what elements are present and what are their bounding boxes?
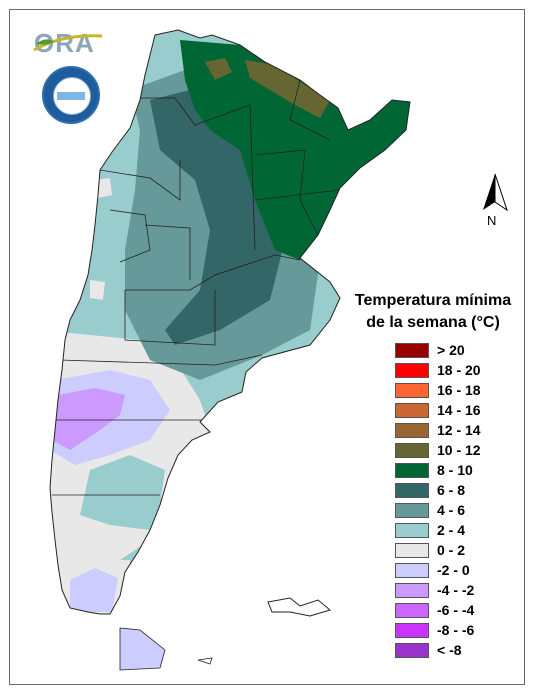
legend-label: -8 - -6: [437, 622, 475, 638]
logo-swoosh-icon: [33, 34, 103, 52]
zone-10-12: [245, 60, 330, 118]
malvinas-islands: [267, 597, 332, 617]
legend-item: -2 - 0: [395, 560, 481, 580]
legend-swatch: [395, 422, 429, 438]
legend-item: -8 - -6: [395, 620, 481, 640]
legend-swatch: [395, 642, 429, 658]
legend-swatch: [395, 382, 429, 398]
legend-label: 2 - 4: [437, 522, 466, 538]
legend-swatch: [395, 502, 429, 518]
legend-item: 2 - 4: [395, 520, 481, 540]
legend-swatch: [395, 542, 429, 558]
legend-swatch: [395, 402, 429, 418]
legend-label: 6 - 8: [437, 482, 466, 498]
legend-label: -4 - -2: [437, 582, 475, 598]
legend-swatch: [395, 522, 429, 538]
legend-swatch: [395, 582, 429, 598]
legend-label: 4 - 6: [437, 502, 466, 518]
institutional-seal-icon: [42, 66, 100, 124]
legend-label: 16 - 18: [437, 382, 481, 398]
seal-band: [57, 92, 85, 100]
legend-swatch: [395, 622, 429, 638]
legend-label: -2 - 0: [437, 562, 470, 578]
north-arrow-icon: [483, 173, 508, 212]
legend-title-line1: Temperatura mínima: [354, 292, 512, 309]
zone-6-8: [150, 90, 285, 345]
island-small: [197, 657, 213, 665]
legend-label: 8 - 10: [437, 462, 473, 478]
zone-2-4-patagonia: [80, 455, 165, 530]
legend-item: > 20: [395, 340, 481, 360]
legend-swatch: [395, 462, 429, 478]
country-outline: [49, 29, 411, 615]
legend-swatch: [395, 442, 429, 458]
legend-label: 10 - 12: [437, 442, 481, 458]
zone-neg4-neg2: [52, 388, 125, 450]
legend-swatch: [395, 562, 429, 578]
legend-label: 14 - 16: [437, 402, 481, 418]
legend-label: 12 - 14: [437, 422, 481, 438]
legend-swatch: [395, 602, 429, 618]
legend-item: -6 - -4: [395, 600, 481, 620]
legend-item: 14 - 16: [395, 400, 481, 420]
legend-item: 4 - 6: [395, 500, 481, 520]
legend-swatch: [395, 342, 429, 358]
legend-title: Temperatura mínima de la semana (°C): [344, 290, 522, 334]
legend-item: 16 - 18: [395, 380, 481, 400]
province-borders: [52, 79, 341, 496]
legend-item: < -8: [395, 640, 481, 660]
zone-0-2-west: [90, 280, 105, 300]
legend-label: -6 - -4: [437, 602, 475, 618]
legend-item: 6 - 8: [395, 480, 481, 500]
legend-label: < -8: [437, 642, 462, 658]
legend-item: 8 - 10: [395, 460, 481, 480]
legend-swatch: [395, 482, 429, 498]
legend: > 20 18 - 20 16 - 18 14 - 16 12 - 14 10 - 12 8…: [395, 340, 481, 660]
legend-label: > 20: [437, 342, 465, 358]
map-frame: [9, 9, 525, 685]
legend-item: 0 - 2: [395, 540, 481, 560]
legend-label: 18 - 20: [437, 362, 481, 378]
legend-item: -4 - -2: [395, 580, 481, 600]
legend-item: 18 - 20: [395, 360, 481, 380]
zone-10-12-small: [205, 58, 232, 80]
north-label: N: [487, 213, 497, 228]
legend-title-line2: de la semana (°C): [366, 314, 500, 331]
legend-item: 12 - 14: [395, 420, 481, 440]
legend-label: 0 - 2: [437, 542, 466, 558]
tierra-del-fuego: [119, 627, 166, 671]
legend-item: 10 - 12: [395, 440, 481, 460]
zone-8-10: [180, 40, 410, 260]
zone-neg2-0-south: [70, 568, 118, 612]
legend-swatch: [395, 362, 429, 378]
